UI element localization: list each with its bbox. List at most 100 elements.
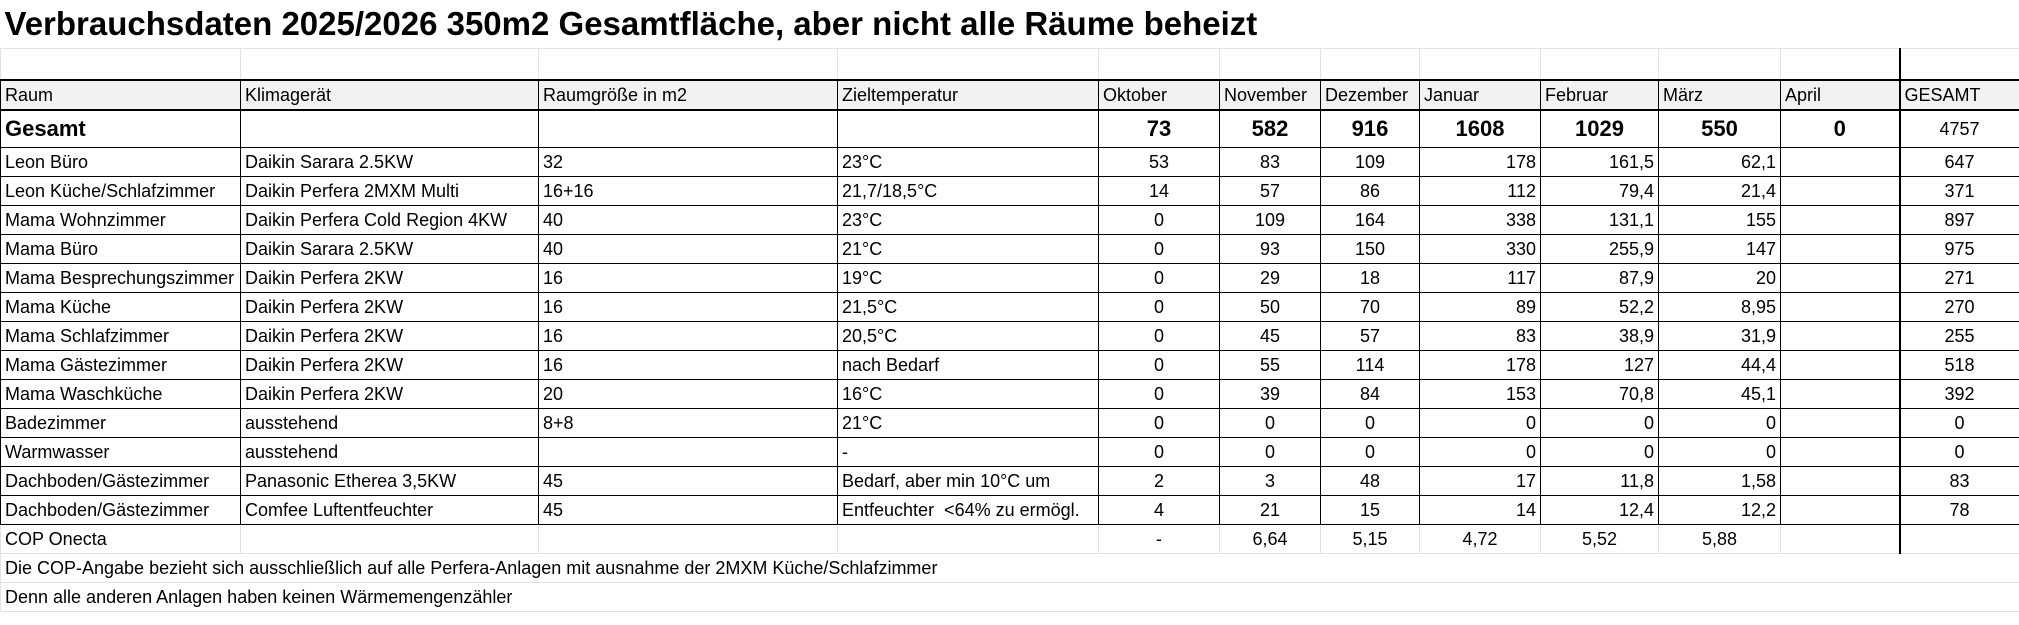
cell: GESAMT [1898, 79, 2019, 111]
cell: 93 [1219, 234, 1321, 264]
cell: 0 [1098, 321, 1220, 351]
cell: 0 [1540, 437, 1659, 467]
cell: 4757 [1898, 109, 2019, 148]
cell [1780, 350, 1900, 380]
cell: 83 [1898, 466, 2019, 496]
cell: 62,1 [1658, 147, 1781, 177]
data-row: Mama Wohnzimmer Daikin Perfera Cold Regio… [0, 205, 2019, 235]
cell: 0 [1219, 408, 1321, 438]
cell: - [837, 437, 1099, 467]
cell: 29 [1219, 263, 1321, 293]
cell: 271 [1898, 263, 2019, 293]
cell: 53 [1098, 147, 1220, 177]
cell: Mama Schlafzimmer [0, 321, 241, 351]
cell: 12,4 [1540, 495, 1659, 525]
cell: 3 [1219, 466, 1321, 496]
cell: 0 [1098, 350, 1220, 380]
cell: Daikin Perfera 2KW [240, 379, 539, 409]
cell: - [1098, 524, 1220, 554]
cell [1540, 48, 1659, 81]
cell: 131,1 [1540, 205, 1659, 235]
cell: März [1658, 79, 1781, 111]
cell: 21°C [837, 408, 1099, 438]
cell: 48 [1320, 466, 1420, 496]
cell: 70,8 [1540, 379, 1659, 409]
cell [1780, 437, 1900, 467]
data-row: Dachboden/Gästezimmer Panasonic Etherea 3… [0, 466, 2019, 496]
cell [1780, 466, 1900, 496]
cell [1780, 524, 1900, 554]
cell: 21°C [837, 234, 1099, 264]
cell: 0 [1219, 437, 1321, 467]
cell: Denn alle anderen Anlagen haben keinen W… [0, 582, 2019, 612]
cell: 255 [1898, 321, 2019, 351]
cell: 39 [1219, 379, 1321, 409]
cell: Daikin Sarara 2.5KW [240, 234, 539, 264]
cell: Klimagerät [240, 79, 539, 111]
cell: 86 [1320, 176, 1420, 206]
cell: 5,52 [1540, 524, 1659, 554]
cell: 70 [1320, 292, 1420, 322]
cell: 20,5°C [837, 321, 1099, 351]
cell: 78 [1898, 495, 2019, 525]
cell: Daikin Perfera 2KW [240, 321, 539, 351]
cell: 14 [1419, 495, 1541, 525]
cell [0, 48, 241, 81]
cell [837, 48, 1099, 81]
cell: 52,2 [1540, 292, 1659, 322]
cell: 14 [1098, 176, 1220, 206]
cell: 83 [1419, 321, 1541, 351]
cell: 55 [1219, 350, 1321, 380]
cell: 0 [1419, 437, 1541, 467]
cell [538, 437, 838, 467]
cell: 0 [1658, 408, 1781, 438]
data-row: Mama Büro Daikin Sarara 2.5KW 40 21°C 0 93 150… [0, 234, 2019, 264]
cell: 0 [1098, 379, 1220, 409]
cell: Daikin Perfera Cold Region 4KW [240, 205, 539, 235]
cell: 50 [1219, 292, 1321, 322]
cell: 4,72 [1419, 524, 1541, 554]
cell [538, 48, 838, 81]
cell: November [1219, 79, 1321, 111]
cell: 21 [1219, 495, 1321, 525]
cell: Februar [1540, 79, 1659, 111]
cell: 582 [1219, 109, 1321, 148]
cell [538, 109, 838, 148]
cell: 45 [538, 466, 838, 496]
cell: 38,9 [1540, 321, 1659, 351]
cell: 117 [1419, 263, 1541, 293]
cell: 147 [1658, 234, 1781, 264]
data-row: Mama Waschküche Daikin Perfera 2KW 20 16°C 0… [0, 379, 2019, 409]
cell: Daikin Sarara 2.5KW [240, 147, 539, 177]
cell: 40 [538, 205, 838, 235]
cell: 897 [1898, 205, 2019, 235]
cell: 2 [1098, 466, 1220, 496]
cell: Leon Büro [0, 147, 241, 177]
cell: 45 [1219, 321, 1321, 351]
cell: Daikin Perfera 2KW [240, 263, 539, 293]
cell: 153 [1419, 379, 1541, 409]
cell: Warmwasser [0, 437, 241, 467]
cell: 161,5 [1540, 147, 1659, 177]
cell: Oktober [1098, 79, 1220, 111]
cell: 57 [1320, 321, 1420, 351]
cell: 270 [1898, 292, 2019, 322]
cell: 518 [1898, 350, 2019, 380]
cell [1780, 292, 1900, 322]
cell: Mama Waschküche [0, 379, 241, 409]
data-row: Badezimmer ausstehend 8+8 21°C 0 0 0 0 0 0 0 [0, 408, 2019, 438]
data-row: Mama Gästezimmer Daikin Perfera 2KW 16 nach… [0, 350, 2019, 380]
cell [1780, 408, 1900, 438]
cell: 16°C [837, 379, 1099, 409]
cell [837, 524, 1099, 554]
cell: 1608 [1419, 109, 1541, 148]
cell: 23°C [837, 147, 1099, 177]
cell: Mama Gästezimmer [0, 350, 241, 380]
cell: 164 [1320, 205, 1420, 235]
cell [1780, 205, 1900, 235]
data-row: Mama Besprechungszimmer Daikin Perfera 2K… [0, 263, 2019, 293]
cell: 647 [1898, 147, 2019, 177]
cell [1780, 263, 1900, 293]
cell: 17 [1419, 466, 1541, 496]
cell: Zieltemperatur [837, 79, 1099, 111]
